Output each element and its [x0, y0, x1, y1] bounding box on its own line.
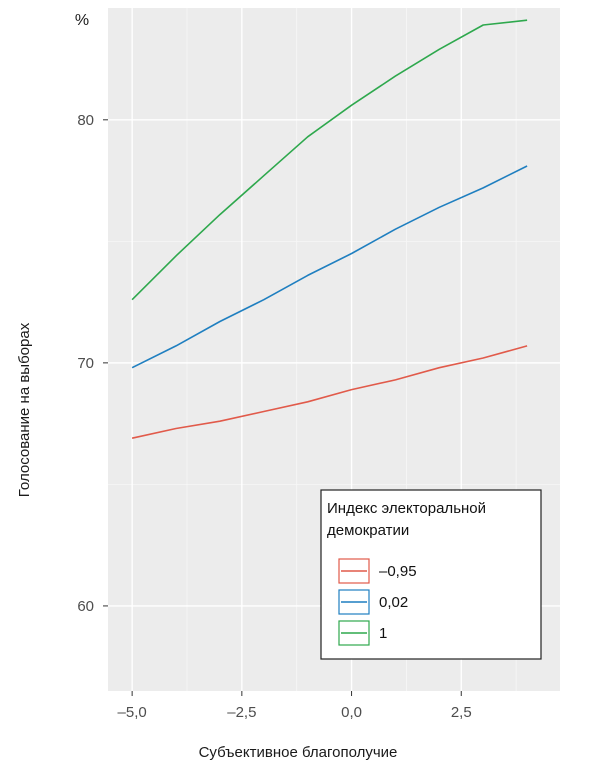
legend-key-3: [338, 620, 370, 646]
y-tick-label: 70: [77, 355, 94, 372]
legend-key-2: [338, 589, 370, 615]
legend-title-line-2: демократии: [327, 522, 409, 539]
y-tick-label: 60: [77, 598, 94, 615]
y-tick-label: 80: [77, 112, 94, 129]
x-axis-title: Субъективное благополучие: [199, 744, 398, 761]
legend-box: [320, 489, 542, 660]
x-tick-label: 2,5: [451, 704, 472, 721]
series-layer: [131, 19, 528, 439]
series-line-3: [131, 19, 528, 301]
legend-title-line-1: Индекс электоральной: [327, 500, 486, 517]
series-line-1: [131, 345, 528, 439]
legend-label-3: 1: [379, 625, 387, 642]
unit-label: %: [75, 12, 89, 29]
x-tick-label: 0,0: [341, 704, 362, 721]
legend-entries: –0,95 0,02 1: [338, 558, 417, 646]
legend-label-1: –0,95: [379, 563, 417, 580]
tick-labels: –5,0 –2,5 0,0 2,5 60 70 80: [77, 112, 471, 721]
y-axis-title: Голосование на выборах: [16, 322, 33, 497]
series-line-2: [131, 165, 528, 369]
x-tick-label: –5,0: [118, 704, 147, 721]
legend-key-1: [338, 558, 370, 584]
axis-ticks: [103, 119, 462, 696]
legend: Индекс электоральной демократии –0,95 0,0…: [320, 489, 542, 660]
legend-label-2: 0,02: [379, 594, 408, 611]
x-tick-label: –2,5: [227, 704, 256, 721]
